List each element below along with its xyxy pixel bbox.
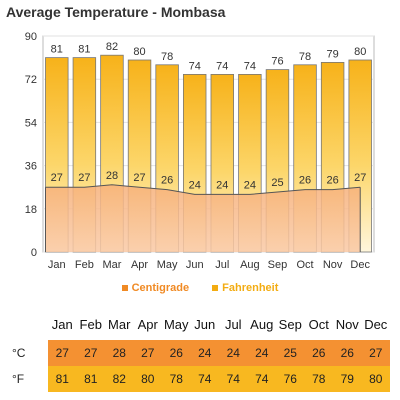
row-label-fahrenheit: °F [10,366,48,392]
table-cell-fahrenheit: 81 [76,366,105,392]
x-tick-label: Jan [48,259,66,271]
data-label-centigrade: 27 [78,172,90,184]
table-cell-centigrade: 25 [276,340,305,366]
data-label-fahrenheit: 79 [327,48,339,60]
data-label-centigrade: 26 [161,175,173,187]
table-header-month: Dec [364,316,388,332]
data-label-centigrade: 26 [327,175,339,187]
table-header-month: Sep [278,316,302,332]
table-cell-centigrade: 24 [190,340,219,366]
data-label-centigrade: 27 [133,172,145,184]
table-cell-fahrenheit: 74 [190,366,219,392]
table-cell-centigrade: 27 [361,340,390,366]
data-label-fahrenheit: 82 [106,41,118,53]
legend-item-fahrenheit: Fahrenheit [212,282,278,294]
table-cell-fahrenheit: 74 [247,366,276,392]
area-centigrade [45,184,361,252]
table-cell-fahrenheit: 81 [48,366,77,392]
temperature-table: Jan Feb Mar Apr May Jun Jul Aug Sep Oct Nov Dec °C 2… [10,314,390,392]
x-tick-label: Jun [186,259,204,271]
data-label-centigrade: 26 [299,175,311,187]
y-tick-label: 90 [25,31,37,43]
table-cell-fahrenheit: 78 [162,366,191,392]
table-cell-fahrenheit: 76 [276,366,305,392]
temperature-chart: 81 81 82 80 78 74 74 74 76 78 79 80 27 27 28 27 26 24 24 24… [25,31,375,271]
table-cell-fahrenheit: 80 [133,366,162,392]
table-header-month: Jun [194,316,216,332]
table-cell-centigrade: 27 [133,340,162,366]
row-label-centigrade: °C [10,340,48,366]
table-header-month: Jan [51,316,73,332]
x-tick-label: Apr [131,259,148,271]
legend-label-fahrenheit: Fahrenheit [222,282,279,294]
table-cell-centigrade: 24 [247,340,276,366]
table-header-month: May [163,316,189,332]
chart-legend: Centigrade Fahrenheit [0,282,400,294]
data-label-centigrade: 24 [244,179,256,191]
table-header-month: Aug [250,316,274,332]
data-label-centigrade: 24 [189,179,201,191]
y-tick-label: 54 [25,117,37,129]
data-label-fahrenheit: 78 [161,51,173,63]
table-header-month: Nov [335,316,359,332]
table-cell-fahrenheit: 80 [361,366,390,392]
data-label-centigrade: 27 [51,172,63,184]
data-label-centigrade: 24 [216,179,228,191]
data-label-fahrenheit: 81 [51,44,63,56]
table-cell-centigrade: 26 [333,340,362,366]
data-label-fahrenheit: 81 [78,44,90,56]
legend-item-centigrade: Centigrade [121,282,190,294]
line-centigrade [45,184,361,195]
data-label-centigrade: 25 [271,177,283,189]
x-tick-label: Oct [296,259,313,271]
data-label-fahrenheit: 74 [244,60,256,72]
table-cell-centigrade: 28 [105,340,134,366]
x-tick-label: May [157,259,178,271]
legend-swatch-centigrade [121,285,128,292]
table-header-month: Mar [108,316,131,332]
table-cell-fahrenheit: 78 [304,366,333,392]
table-cell-fahrenheit: 79 [333,366,362,392]
table-cell-centigrade: 27 [76,340,105,366]
table-cell-fahrenheit: 74 [219,366,248,392]
table-cell-centigrade: 27 [48,340,77,366]
y-tick-label: 36 [25,161,37,173]
x-tick-label: Dec [350,259,370,271]
data-label-fahrenheit: 74 [189,60,201,72]
table-header-month: Apr [137,316,158,332]
table-cell-fahrenheit: 82 [105,366,134,392]
data-label-fahrenheit: 80 [354,46,366,58]
x-tick-label: Sep [268,259,288,271]
data-label-fahrenheit: 76 [271,56,283,68]
x-tick-label: Nov [323,259,343,271]
y-tick-label: 18 [25,204,37,216]
data-label-fahrenheit: 80 [133,46,145,58]
table-header-row: Jan Feb Mar Apr May Jun Jul Aug Sep Oct Nov Dec [10,314,390,334]
table-corner [10,314,48,334]
data-label-centigrade: 27 [354,172,366,184]
x-tick-label: Jul [215,259,229,271]
data-label-fahrenheit: 78 [299,51,311,63]
table-cell-centigrade: 26 [304,340,333,366]
table-row-fahrenheit: °F 81 81 82 80 78 74 74 74 76 78 79 80 [10,366,390,392]
y-tick-label: 72 [25,74,37,86]
table-row-centigrade: °C 27 27 28 27 26 24 24 24 25 26 26 27 [10,340,390,366]
x-tick-label: Mar [102,259,121,271]
x-tick-label: Aug [240,259,260,271]
table-cell-centigrade: 26 [162,340,191,366]
chart-title: Average Temperature - Mombasa [6,4,226,20]
table-header-month: Oct [308,316,329,332]
data-label-fahrenheit: 74 [216,60,228,72]
x-tick-label: Feb [75,259,94,271]
table-cell-centigrade: 24 [219,340,248,366]
table-header-month: Feb [79,316,102,332]
legend-label-centigrade: Centigrade [131,282,190,294]
legend-swatch-fahrenheit [212,285,219,292]
y-tick-label: 0 [31,247,37,259]
data-label-centigrade: 28 [106,170,118,182]
table-header-month: Jul [224,316,242,332]
